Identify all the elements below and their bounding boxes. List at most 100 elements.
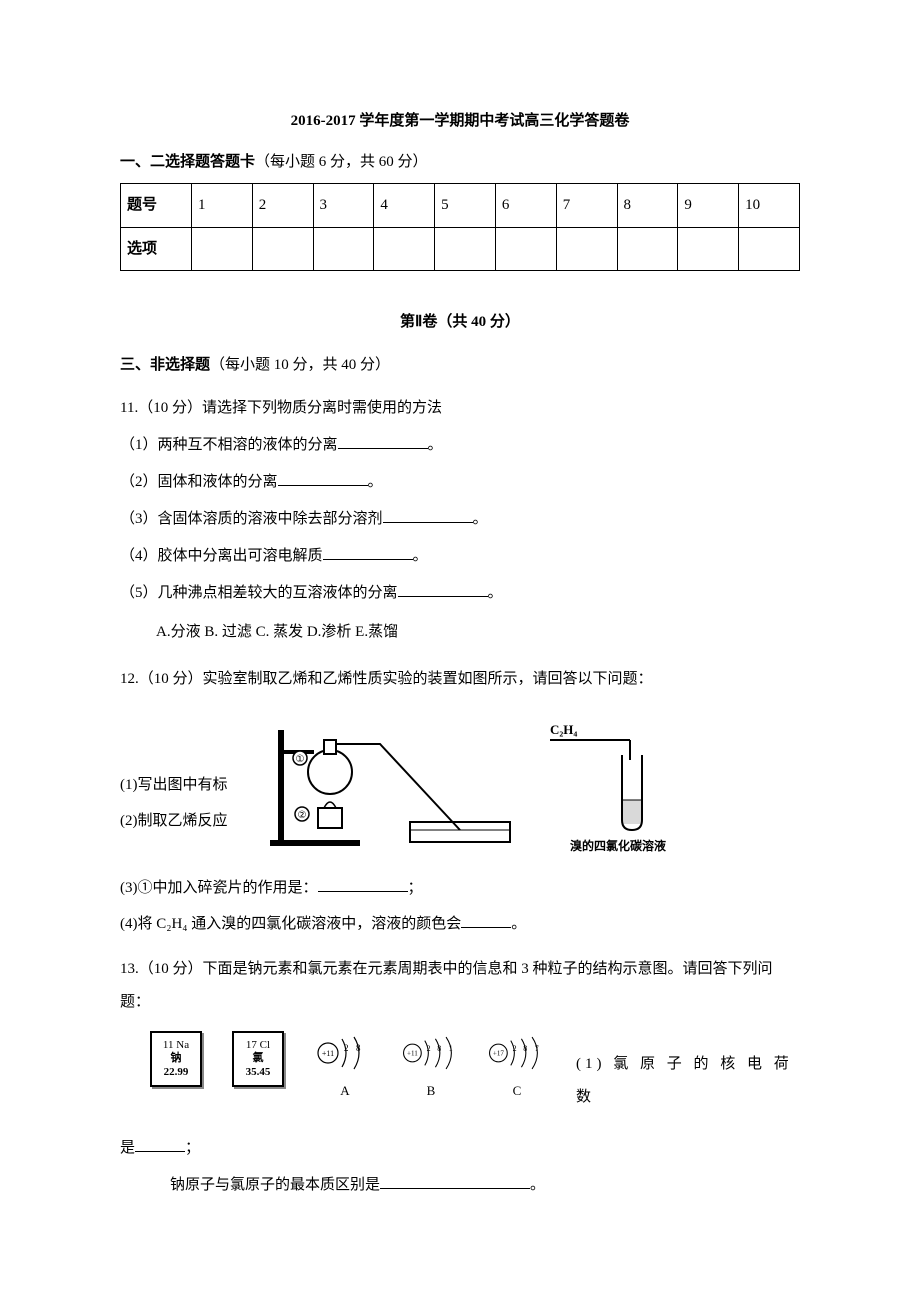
answer-cell[interactable]: [678, 227, 739, 271]
period: 。: [428, 437, 443, 453]
q11-item-text: （1）两种互不相溶的液体的分离: [120, 437, 338, 453]
fill-blank[interactable]: [278, 472, 368, 486]
col-header: 2: [252, 184, 313, 228]
cl-num-sym: 17 Cl: [246, 1039, 270, 1052]
section3-label-normal: （每小题 10 分，共 40 分）: [210, 357, 390, 373]
fill-blank[interactable]: [318, 878, 408, 892]
answer-cell[interactable]: [252, 227, 313, 271]
col-header: 9: [678, 184, 739, 228]
fill-blank[interactable]: [383, 509, 473, 523]
fill-blank[interactable]: [338, 435, 428, 449]
col-header: 4: [374, 184, 435, 228]
q13-tail1b-row: 是；: [120, 1132, 800, 1165]
fill-blank[interactable]: [380, 1175, 530, 1189]
q12-line1: (1)写出图中有标: [120, 770, 260, 800]
q11-item: （4）胶体中分离出可溶电解质。: [120, 540, 800, 573]
answer-cell[interactable]: [374, 227, 435, 271]
svg-text:2: 2: [427, 1044, 431, 1053]
svg-text:8: 8: [523, 1044, 527, 1053]
q13-tail1b: 是: [120, 1140, 135, 1156]
q11-item: （2）固体和液体的分离 。: [120, 466, 800, 499]
q13-line2: 钠原子与氯原子的最本质区别是 。: [120, 1169, 800, 1202]
element-box-na: 11 Na 钠 22.99: [150, 1031, 202, 1087]
table-row: 选项: [121, 227, 800, 271]
semicolon: ；: [408, 880, 423, 896]
svg-text:2: 2: [513, 1044, 517, 1053]
q11-item-text: （5）几种沸点相差较大的互溶液体的分离: [120, 585, 398, 601]
col-header: 1: [191, 184, 252, 228]
q11-item-text: （2）固体和液体的分离: [120, 474, 278, 490]
q12-stem: 12.（10 分）实验室制取乙烯和乙烯性质实验的装置如图所示，请回答以下问题：: [120, 663, 800, 696]
answer-cell[interactable]: [739, 227, 800, 271]
svg-text:7: 7: [535, 1044, 539, 1053]
question-12: 12.（10 分）实验室制取乙烯和乙烯性质实验的装置如图所示，请回答以下问题： …: [120, 663, 800, 939]
q12-line3-text: (3)①中加入碎瓷片的作用是：: [120, 880, 318, 896]
row1-label: 题号: [121, 184, 192, 228]
solution-label: 溴的四氯化碳溶液: [570, 838, 666, 853]
marker2-text: ②: [298, 810, 307, 821]
part2-title: 第Ⅱ卷（共 40 分）: [120, 311, 800, 334]
col-header: 8: [617, 184, 678, 228]
q13-stem: 13.（10 分）下面是钠元素和氯元素在元素周期表中的信息和 3 种粒子的结构示…: [120, 953, 800, 1019]
q13-line2b: 。: [530, 1177, 545, 1193]
q12-line4-text: (4)将 C₂H₄ 通入溴的四氯化碳溶液中，溶液的颜色会: [120, 916, 461, 932]
col-header: 7: [556, 184, 617, 228]
atom-C: +17 2 8 7 C: [486, 1031, 548, 1106]
q13-tail1c: ；: [185, 1140, 200, 1156]
fill-blank[interactable]: [323, 546, 413, 560]
question-13: 13.（10 分）下面是钠元素和氯元素在元素周期表中的信息和 3 种粒子的结构示…: [120, 953, 800, 1202]
q13-line2a: 钠原子与氯原子的最本质区别是: [170, 1177, 380, 1193]
q13-tail1a: (1) 氯 原 子 的 核 电 荷 数: [576, 1048, 800, 1114]
atom-B: +11 2 8 1 B: [400, 1031, 462, 1106]
atom-A-label: A: [340, 1077, 349, 1106]
cl-cn: 氯: [253, 1052, 264, 1065]
q12-line4: (4)将 C₂H₄ 通入溴的四氯化碳溶液中，溶液的颜色会 。: [120, 909, 800, 939]
fill-blank[interactable]: [135, 1138, 185, 1152]
section1-header: 一、二选择题答题卡（每小题 6 分，共 60 分）: [120, 151, 800, 174]
svg-text:+11: +11: [322, 1049, 334, 1058]
cl-mass: 35.45: [246, 1066, 271, 1079]
q11-item: （3）含固体溶质的溶液中除去部分溶剂。: [120, 503, 800, 536]
atom-group: +11 2 8 A +11 2 8: [314, 1031, 548, 1106]
answer-table: 题号 1 2 3 4 5 6 7 8 9 10 选项: [120, 183, 800, 271]
marker1-text: ①: [296, 754, 305, 765]
na-cn: 钠: [171, 1052, 182, 1065]
na-num-sym: 11 Na: [163, 1039, 189, 1052]
atom-C-label: C: [513, 1077, 522, 1106]
page-title: 2016-2017 学年度第一学期期中考试高三化学答题卷: [120, 110, 800, 133]
answer-cell[interactable]: [556, 227, 617, 271]
answer-cell[interactable]: [191, 227, 252, 271]
svg-text:2: 2: [344, 1043, 349, 1053]
q12-line1-text: (1)写出图中有标: [120, 777, 228, 793]
period: 。: [511, 916, 526, 932]
answer-cell[interactable]: [495, 227, 556, 271]
period: 。: [488, 585, 503, 601]
answer-cell[interactable]: [435, 227, 496, 271]
period: 。: [368, 474, 383, 490]
q11-item-text: （4）胶体中分离出可溶电解质: [120, 548, 323, 564]
section3-header: 三、非选择题（每小题 10 分，共 40 分）: [120, 354, 800, 377]
q12-figure: ① ② C₂H₄: [260, 700, 680, 873]
q11-stem: 11.（10 分）请选择下列物质分离时需使用的方法: [120, 392, 800, 425]
answer-cell[interactable]: [313, 227, 374, 271]
question-11: 11.（10 分）请选择下列物质分离时需使用的方法 （1）两种互不相溶的液体的分…: [120, 392, 800, 649]
table-row: 题号 1 2 3 4 5 6 7 8 9 10: [121, 184, 800, 228]
q12-line2: (2)制取乙烯反应: [120, 806, 260, 836]
row2-label: 选项: [121, 227, 192, 271]
answer-cell[interactable]: [617, 227, 678, 271]
col-header: 3: [313, 184, 374, 228]
svg-text:8: 8: [356, 1043, 361, 1053]
q11-options: A.分液 B. 过滤 C. 蒸发 D.渗析 E.蒸馏: [120, 616, 800, 649]
col-header: 10: [739, 184, 800, 228]
fill-blank[interactable]: [398, 583, 488, 597]
fill-blank[interactable]: [461, 914, 511, 928]
na-mass: 22.99: [164, 1066, 189, 1079]
section1-label-normal: （每小题 6 分，共 60 分）: [255, 154, 428, 170]
period: 。: [473, 511, 488, 527]
col-header: 5: [435, 184, 496, 228]
q13-figure: 11 Na 钠 22.99 17 Cl 氯 35.45 +11 2 8: [150, 1031, 548, 1106]
q12-line3: (3)①中加入碎瓷片的作用是： ；: [120, 873, 800, 903]
svg-text:1: 1: [449, 1044, 453, 1053]
svg-text:+11: +11: [407, 1050, 418, 1058]
col-header: 6: [495, 184, 556, 228]
